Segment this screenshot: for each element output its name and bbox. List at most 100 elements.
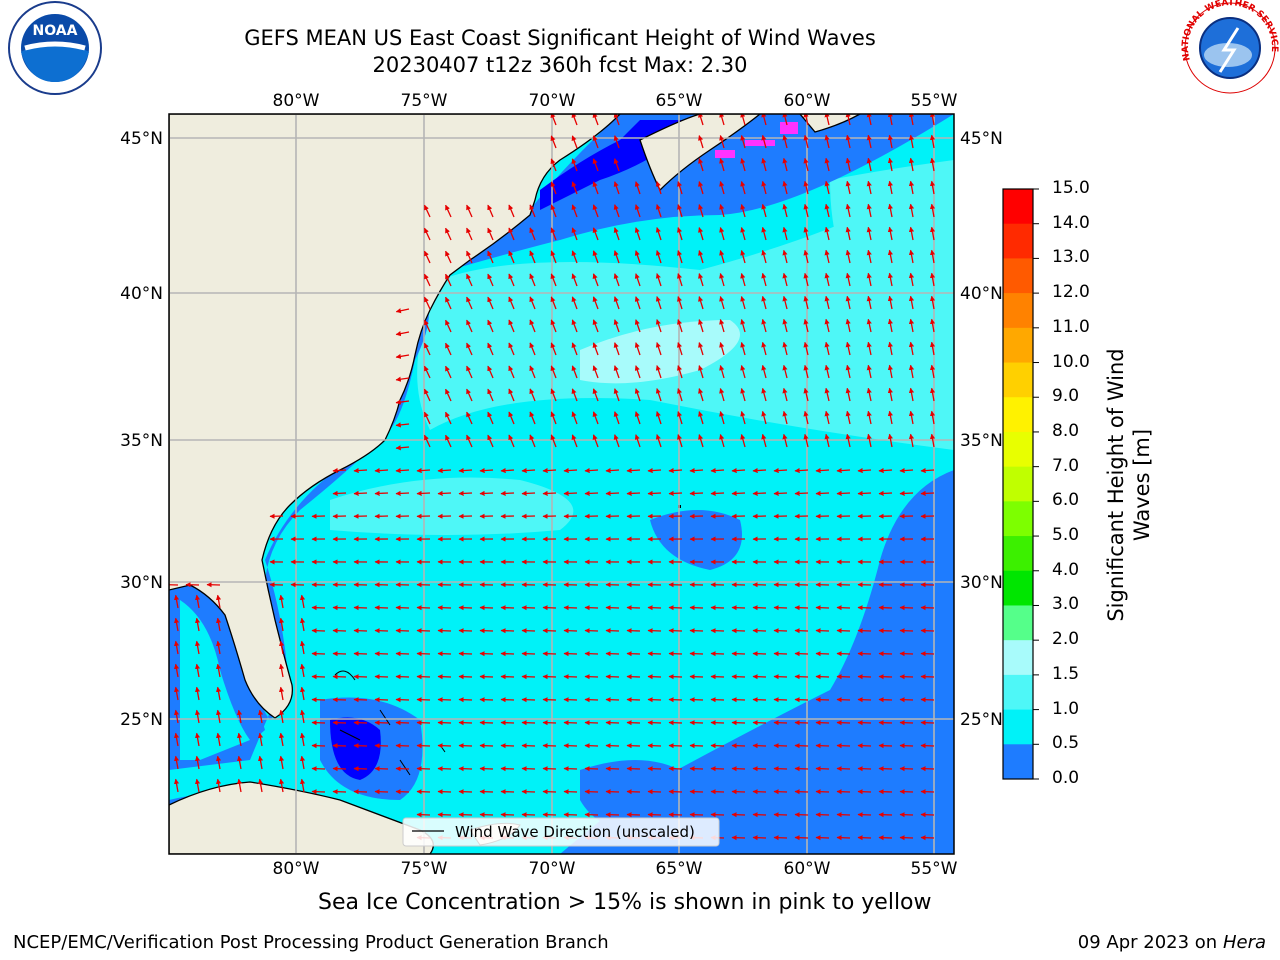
wave-direction-arrow [479,720,494,726]
noaa-logo: NOAA [8,1,102,95]
wave-direction-arrow [752,812,767,818]
wave-direction-arrow [592,273,599,287]
wave-direction-arrow [815,835,830,841]
wave-direction-arrow [887,341,893,356]
wave-direction-arrow [887,272,893,287]
wave-direction-arrow [857,743,872,749]
wave-direction-arrow [845,318,851,333]
wave-direction-arrow [374,697,389,703]
wave-direction-arrow [815,628,830,634]
wave-direction-arrow [836,697,851,703]
wave-direction-arrow [803,134,809,149]
wave-direction-arrow [634,204,641,218]
wave-direction-arrow [613,411,620,425]
wave-direction-arrow [740,364,746,379]
wave-direction-arrow [613,227,620,241]
wave-direction-arrow [857,835,872,841]
wave-direction-arrow [878,490,893,496]
wave-direction-arrow [395,651,410,657]
wave-direction-arrow [437,628,452,634]
wave-direction-arrow [689,720,704,726]
wave-direction-arrow [920,697,935,703]
wave-direction-arrow [416,490,431,496]
wave-direction-arrow [571,135,578,149]
wave-direction-arrow [353,467,368,474]
wave-direction-arrow [731,467,746,474]
wave-direction-arrow [845,180,851,195]
wave-direction-arrow [311,697,326,703]
wave-direction-arrow [521,743,536,749]
wave-direction-arrow [719,273,725,287]
wave-direction-arrow [887,364,893,379]
wave-direction-arrow [698,411,704,425]
wave-direction-arrow [920,651,935,657]
wave-direction-arrow [929,318,936,333]
wave-direction-arrow [500,697,515,703]
wave-direction-arrow [605,605,620,611]
wave-direction-arrow [466,250,473,264]
wave-direction-arrow [563,674,578,680]
wave-direction-arrow [773,605,788,611]
wave-direction-arrow [423,365,431,379]
wave-direction-arrow [878,743,893,749]
wave-direction-arrow [563,490,578,496]
wave-direction-arrow [592,388,599,402]
wave-direction-arrow [416,628,431,634]
colorbar-label: 13.0 [1052,247,1090,268]
wave-direction-arrow [508,227,515,241]
wave-direction-arrow [374,605,389,611]
wave-direction-arrow [677,227,683,241]
wave-direction-arrow [655,388,662,402]
wave-direction-arrow [458,789,473,795]
wave-direction-arrow [647,490,662,496]
wave-direction-arrow [423,227,431,241]
wave-direction-arrow [445,250,452,264]
wave-direction-arrow [550,365,557,379]
wave-direction-arrow [613,158,620,172]
wave-direction-arrow [311,720,326,726]
wave-direction-arrow [236,755,243,770]
wave-direction-arrow [563,720,578,726]
lat-tick: 25°N [960,710,1003,730]
lon-ticks-bottom: 80°W 75°W 70°W 65°W 60°W 55°W [273,859,958,879]
wave-direction-arrow [794,743,809,749]
wave-direction-arrow [626,812,641,818]
colorbar-title: Significant Height of Wind Waves [m] [1104,348,1154,622]
wave-direction-arrow [416,812,431,818]
footer-branch: NCEP/EMC/Verification Post Processing Pr… [13,932,609,953]
wave-direction-arrow [173,617,180,632]
wave-direction-arrow [698,319,704,333]
wave-direction-arrow [466,273,473,287]
wave-direction-arrow [437,490,452,496]
colorbar-label: 14.0 [1052,212,1090,233]
wave-direction-arrow [929,272,936,287]
wave-direction-arrow [878,628,893,634]
lat-tick: 35°N [120,431,163,451]
lat-tick: 45°N [960,129,1003,149]
colorbar-swatch [1003,570,1033,606]
wave-direction-arrow [458,697,473,703]
wave-direction-arrow [677,388,683,402]
wave-direction-arrow [866,295,872,310]
wave-direction-arrow [710,697,725,703]
lon-tick: 75°W [401,859,448,879]
wave-direction-arrow [529,411,536,425]
wave-direction-arrow [563,812,578,818]
wave-direction-arrow [563,743,578,749]
wave-direction-arrow [887,180,893,195]
wave-direction-arrow [857,467,872,474]
wave-direction-arrow [194,755,201,770]
wave-direction-arrow [634,250,641,264]
wave-direction-arrow [423,296,431,310]
wave-direction-arrow [500,720,515,726]
noaa-logo-text: NOAA [33,23,78,39]
wave-direction-arrow [395,353,410,359]
wave-direction-arrow [752,651,767,657]
wave-direction-arrow [571,158,578,172]
wave-direction-arrow [677,181,683,195]
wave-direction-arrow [423,388,431,402]
wave-direction-arrow [466,365,473,379]
wave-direction-arrow [929,341,936,356]
wave-direction-arrow [311,628,326,634]
wave-direction-arrow [521,605,536,611]
